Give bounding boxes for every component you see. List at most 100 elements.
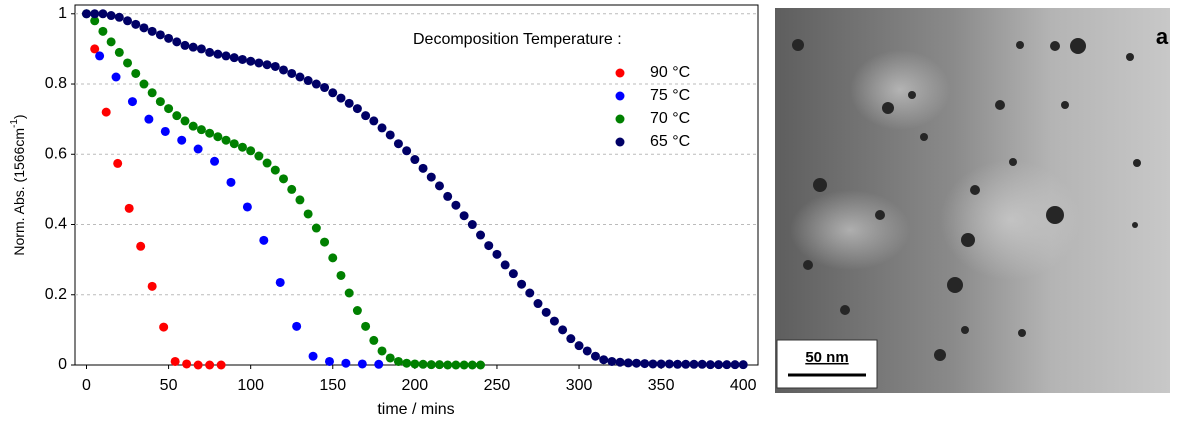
data-point bbox=[237, 54, 247, 64]
data-point bbox=[434, 360, 444, 370]
data-point bbox=[459, 360, 469, 370]
data-point bbox=[226, 177, 236, 187]
data-point bbox=[623, 358, 633, 368]
data-point bbox=[254, 151, 264, 161]
data-point bbox=[213, 132, 223, 142]
particles bbox=[792, 38, 1141, 361]
x-tick-label: 200 bbox=[402, 377, 429, 394]
data-point bbox=[361, 111, 371, 121]
data-point bbox=[320, 83, 330, 93]
data-point bbox=[328, 88, 338, 98]
data-point bbox=[193, 360, 203, 370]
data-point bbox=[374, 359, 384, 369]
data-point bbox=[270, 165, 280, 175]
data-point bbox=[98, 26, 108, 36]
data-point bbox=[615, 357, 625, 367]
data-point bbox=[689, 359, 699, 369]
x-axis-label: time / mins bbox=[377, 401, 454, 418]
data-point bbox=[673, 359, 683, 369]
data-point bbox=[196, 125, 206, 135]
data-point bbox=[341, 358, 351, 368]
data-point bbox=[242, 202, 252, 212]
data-point bbox=[451, 200, 461, 210]
data-point bbox=[123, 58, 133, 68]
data-point bbox=[599, 355, 609, 365]
data-point bbox=[344, 98, 354, 108]
data-point bbox=[131, 68, 141, 78]
data-point bbox=[385, 353, 395, 363]
data-point bbox=[426, 172, 436, 182]
data-point bbox=[357, 359, 367, 369]
data-point bbox=[590, 351, 600, 361]
x-tick-label: 50 bbox=[160, 377, 178, 394]
data-point bbox=[159, 322, 169, 332]
data-point bbox=[336, 93, 346, 103]
data-point bbox=[216, 360, 226, 370]
legend-title: Decomposition Temperature : bbox=[413, 31, 622, 48]
x-tick-label: 400 bbox=[730, 377, 757, 394]
data-point bbox=[574, 341, 584, 351]
data-point bbox=[303, 209, 313, 219]
data-point bbox=[106, 37, 116, 47]
y-label-main: Norm. Abs. (1566cm bbox=[11, 128, 27, 256]
data-point bbox=[558, 325, 568, 335]
tem-texture bbox=[850, 50, 950, 130]
data-point bbox=[681, 359, 691, 369]
data-point bbox=[90, 9, 100, 19]
data-point bbox=[287, 184, 297, 194]
data-point bbox=[262, 158, 272, 168]
data-point bbox=[114, 12, 124, 22]
data-point bbox=[279, 174, 289, 184]
data-point bbox=[476, 360, 486, 370]
data-point bbox=[164, 104, 174, 114]
legend-label: 70 °C bbox=[650, 110, 690, 127]
legend-label: 75 °C bbox=[650, 87, 690, 104]
data-point bbox=[517, 279, 527, 289]
x-tick-label: 0 bbox=[82, 377, 91, 394]
data-point bbox=[714, 360, 724, 370]
data-point bbox=[246, 56, 256, 66]
data-point bbox=[320, 237, 330, 247]
data-point bbox=[113, 158, 123, 168]
data-point bbox=[451, 360, 461, 370]
x-tick-label: 100 bbox=[237, 377, 264, 394]
data-point bbox=[467, 360, 477, 370]
data-point bbox=[640, 359, 650, 369]
data-point bbox=[95, 51, 105, 61]
data-point bbox=[393, 139, 403, 149]
data-point bbox=[292, 321, 302, 331]
data-point bbox=[210, 156, 220, 166]
data-point bbox=[188, 121, 198, 131]
data-point bbox=[295, 195, 305, 205]
y-axis-label: Norm. Abs. (1566cm-1) bbox=[9, 114, 27, 255]
data-point bbox=[697, 359, 707, 369]
data-point bbox=[170, 356, 180, 366]
data-point bbox=[229, 139, 239, 149]
data-point bbox=[648, 359, 658, 369]
data-point bbox=[106, 11, 116, 21]
data-point bbox=[172, 37, 182, 47]
data-point bbox=[730, 360, 740, 370]
data-point bbox=[155, 30, 165, 40]
data-point bbox=[566, 334, 576, 344]
data-point bbox=[508, 269, 518, 279]
data-point bbox=[344, 288, 354, 298]
data-point bbox=[434, 181, 444, 191]
data-point bbox=[418, 163, 428, 173]
data-point bbox=[229, 53, 239, 63]
data-point bbox=[311, 223, 321, 233]
data-point bbox=[377, 346, 387, 356]
y-tick-label: 0.2 bbox=[45, 286, 67, 303]
data-point bbox=[352, 104, 362, 114]
data-point bbox=[114, 47, 124, 57]
legend-marker bbox=[615, 137, 625, 147]
data-point bbox=[443, 191, 453, 201]
data-point bbox=[101, 107, 111, 117]
data-point bbox=[147, 88, 157, 98]
data-point bbox=[476, 230, 486, 240]
y-tick-label: 1 bbox=[58, 5, 67, 22]
data-point bbox=[303, 76, 313, 86]
data-point bbox=[147, 281, 157, 291]
data-point bbox=[738, 360, 748, 370]
